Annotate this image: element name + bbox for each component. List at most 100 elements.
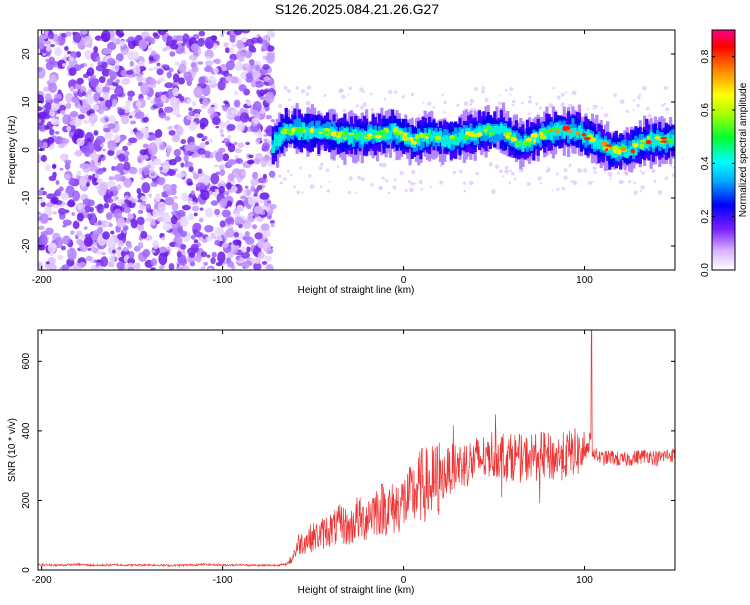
noise-speckle xyxy=(190,243,199,254)
noise-speckle xyxy=(260,223,270,231)
noise-speckle xyxy=(137,210,142,214)
noise-speckle xyxy=(148,142,158,156)
ridge-halo-speckle xyxy=(620,180,624,184)
colorbar-tick-label: 0.4 xyxy=(700,156,711,170)
ridge-halo-speckle xyxy=(577,168,580,171)
noise-speckle xyxy=(186,115,193,120)
noise-speckle xyxy=(93,130,99,136)
ridge-band-4 xyxy=(371,129,375,139)
noise-speckle xyxy=(227,159,237,165)
noise-speckle xyxy=(135,111,145,119)
noise-speckle xyxy=(76,230,83,237)
noise-speckle xyxy=(219,220,226,228)
noise-speckle xyxy=(251,171,259,180)
ridge-halo-speckle xyxy=(295,86,299,90)
ridge-halo-speckle xyxy=(347,190,352,195)
ridge-halo-speckle xyxy=(504,169,509,175)
ridge-halo-speckle xyxy=(422,101,425,104)
noise-speckle xyxy=(181,192,189,202)
noise-speckle xyxy=(170,216,178,225)
noise-speckle xyxy=(142,143,149,149)
noise-speckle xyxy=(171,202,179,212)
ridge-halo-speckle xyxy=(336,165,340,168)
noise-speckle xyxy=(142,249,151,258)
noise-speckle xyxy=(89,165,99,172)
snr-axes: -200 -100 0 100 0 200 400 600 xyxy=(21,330,675,586)
ridge-band-4 xyxy=(569,128,573,139)
noise-speckle xyxy=(205,56,211,60)
ridge-band-4 xyxy=(477,126,482,136)
noise-speckle xyxy=(162,47,168,52)
noise-speckle xyxy=(129,61,135,67)
noise-speckle xyxy=(113,156,119,160)
noise-speckle xyxy=(61,110,66,116)
noise-speckle xyxy=(181,204,191,211)
ridge-halo-speckle xyxy=(669,164,673,168)
noise-speckle xyxy=(203,66,214,73)
noise-speckle xyxy=(47,217,53,221)
noise-speckle xyxy=(127,36,136,42)
spectrogram-y-tick-label: 0 xyxy=(21,147,32,153)
ridge-hotspot xyxy=(323,130,329,135)
noise-speckle xyxy=(38,66,43,73)
noise-speckle xyxy=(76,77,84,85)
noise-speckle xyxy=(148,193,152,199)
ridge-band-3 xyxy=(432,132,436,147)
ridge-halo-speckle xyxy=(286,88,292,94)
ridge-hotspot xyxy=(464,135,469,141)
noise-speckle xyxy=(41,34,49,40)
ridge-halo-speckle xyxy=(603,171,606,174)
noise-speckle xyxy=(175,35,185,42)
ridge-halo-speckle xyxy=(527,99,532,104)
ridge-hotspot xyxy=(403,132,408,137)
ridge-band-4 xyxy=(306,127,310,136)
noise-speckle xyxy=(87,179,92,182)
ridge-band-4 xyxy=(586,129,590,141)
noise-speckle xyxy=(244,230,251,238)
ridge-halo-speckle xyxy=(410,181,415,186)
noise-speckle xyxy=(48,175,57,182)
noise-speckle xyxy=(107,41,117,51)
ridge-halo-speckle xyxy=(603,113,609,118)
noise-speckle xyxy=(150,258,158,266)
noise-speckle xyxy=(38,153,42,162)
noise-speckle xyxy=(253,157,261,165)
ridge-halo-speckle xyxy=(498,94,501,97)
ridge-hotspot xyxy=(530,132,539,139)
noise-speckle xyxy=(139,149,148,156)
ridge-halo-speckle xyxy=(388,89,393,95)
ridge-band-4 xyxy=(582,133,586,143)
noise-speckle xyxy=(210,200,219,206)
noise-speckle xyxy=(194,113,201,119)
ridge-halo-speckle xyxy=(568,163,572,167)
ridge-band-4 xyxy=(593,137,597,149)
noise-speckle xyxy=(136,188,142,195)
noise-speckle xyxy=(73,92,79,98)
ridge-halo-speckle xyxy=(305,92,310,96)
noise-speckle xyxy=(161,236,166,241)
noise-speckle xyxy=(136,73,143,82)
ridge-band-4 xyxy=(273,134,278,146)
noise-speckle xyxy=(197,147,206,155)
ridge-halo-speckle xyxy=(504,165,509,170)
noise-speckle xyxy=(113,208,122,219)
noise-speckle xyxy=(247,195,256,206)
noise-speckle xyxy=(248,59,255,65)
noise-speckle xyxy=(83,236,93,247)
noise-speckle xyxy=(204,224,214,233)
ridge-halo-speckle xyxy=(399,170,404,176)
noise-speckle xyxy=(175,172,186,179)
ridge-halo-speckle xyxy=(563,168,568,173)
ridge-hotspot xyxy=(410,140,418,145)
noise-speckle xyxy=(193,212,198,217)
ridge-halo-speckle xyxy=(563,175,568,180)
noise-speckle xyxy=(98,76,106,84)
noise-speckle xyxy=(231,43,237,48)
noise-speckle xyxy=(241,246,247,253)
ridge-hotspot xyxy=(632,142,639,148)
noise-speckle xyxy=(225,60,235,71)
spectrogram-y-tick-label: 10 xyxy=(21,96,32,108)
noise-speckle xyxy=(170,183,177,191)
ridge-halo-speckle xyxy=(657,190,663,195)
noise-speckle xyxy=(256,89,261,95)
